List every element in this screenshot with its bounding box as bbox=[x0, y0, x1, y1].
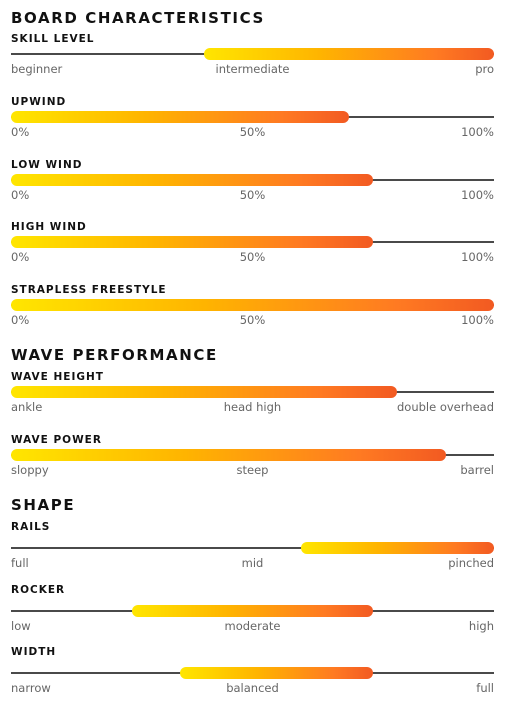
scale-label-mid: mid bbox=[241, 556, 264, 570]
metric-title: WAVE POWER bbox=[11, 434, 102, 446]
metric-title: STRAPLESS FREESTYLE bbox=[11, 284, 167, 296]
scale-labels: low moderate high bbox=[11, 618, 494, 634]
scale-label-mid: steep bbox=[236, 463, 269, 477]
section-board-characteristics: BOARD CHARACTERISTICS bbox=[11, 9, 494, 27]
scale-label-low: low bbox=[11, 619, 31, 633]
metric-rocker: ROCKER low moderate high bbox=[11, 584, 494, 634]
scale-labels: 0% 50% 100% bbox=[11, 249, 494, 265]
metric-slider bbox=[11, 542, 494, 554]
metric-high-wind: HIGH WIND 0% 50% 100% bbox=[11, 221, 494, 265]
scale-label-high: 100% bbox=[461, 125, 494, 139]
metric-slider bbox=[11, 449, 494, 461]
section-title: WAVE PERFORMANCE bbox=[11, 346, 218, 364]
scale-label-mid: 50% bbox=[239, 313, 266, 327]
metric-slider bbox=[11, 667, 494, 679]
slider-fill bbox=[180, 667, 374, 679]
section-wave-performance: WAVE PERFORMANCE bbox=[11, 346, 494, 364]
scale-label-high: 100% bbox=[461, 313, 494, 327]
scale-labels: sloppy steep barrel bbox=[11, 462, 494, 478]
scale-labels: ankle head high double overhead bbox=[11, 399, 494, 415]
scale-label-low: beginner bbox=[11, 62, 63, 76]
metric-slider bbox=[11, 605, 494, 617]
metric-title: WIDTH bbox=[11, 646, 57, 658]
metric-title: SKILL LEVEL bbox=[11, 33, 95, 45]
slider-fill bbox=[11, 449, 446, 461]
slider-fill bbox=[11, 111, 350, 123]
scale-labels: beginner intermediate pro bbox=[11, 61, 494, 77]
scale-labels: narrow balanced full bbox=[11, 680, 494, 696]
metric-slider bbox=[11, 174, 494, 186]
slider-fill bbox=[131, 605, 374, 617]
metric-width: WIDTH narrow balanced full bbox=[11, 646, 494, 696]
metric-slider bbox=[11, 236, 494, 248]
slider-fill bbox=[11, 174, 374, 186]
metric-slider bbox=[11, 386, 494, 398]
slider-fill bbox=[11, 386, 398, 398]
scale-label-high: full bbox=[476, 681, 494, 695]
scale-labels: 0% 50% 100% bbox=[11, 312, 494, 328]
scale-label-low: sloppy bbox=[11, 463, 49, 477]
metric-rails: RAILS full mid pinched bbox=[11, 521, 494, 571]
slider-fill bbox=[300, 542, 494, 554]
scale-label-mid: intermediate bbox=[215, 62, 290, 76]
metric-title: HIGH WIND bbox=[11, 221, 87, 233]
metric-strapless-freestyle: STRAPLESS FREESTYLE 0% 50% 100% bbox=[11, 284, 494, 328]
metric-skill-level: SKILL LEVEL beginner intermediate pro bbox=[11, 33, 494, 77]
scale-label-high: double overhead bbox=[396, 400, 494, 414]
section-title: SHAPE bbox=[11, 496, 76, 514]
metric-wave-power: WAVE POWER sloppy steep barrel bbox=[11, 434, 494, 478]
scale-label-high: 100% bbox=[461, 250, 494, 264]
scale-label-mid: balanced bbox=[226, 681, 279, 695]
section-title: BOARD CHARACTERISTICS bbox=[11, 9, 265, 27]
metric-slider bbox=[11, 111, 494, 123]
slider-fill bbox=[11, 299, 494, 311]
metric-title: ROCKER bbox=[11, 584, 66, 596]
scale-label-high: pinched bbox=[448, 556, 494, 570]
metric-slider bbox=[11, 48, 494, 60]
metric-upwind: UPWIND 0% 50% 100% bbox=[11, 96, 494, 140]
scale-labels: 0% 50% 100% bbox=[11, 124, 494, 140]
slider-track bbox=[11, 547, 494, 549]
scale-labels: 0% 50% 100% bbox=[11, 187, 494, 203]
metric-title: WAVE HEIGHT bbox=[11, 371, 104, 383]
scale-label-high: high bbox=[468, 619, 494, 633]
slider-fill bbox=[204, 48, 494, 60]
scale-label-mid: 50% bbox=[239, 125, 266, 139]
scale-label-mid: moderate bbox=[224, 619, 281, 633]
metric-title: LOW WIND bbox=[11, 159, 83, 171]
scale-label-low: narrow bbox=[11, 681, 51, 695]
scale-label-low: 0% bbox=[11, 188, 30, 202]
scale-label-low: 0% bbox=[11, 313, 30, 327]
scale-label-low: 0% bbox=[11, 250, 30, 264]
scale-label-mid: head high bbox=[223, 400, 282, 414]
metric-low-wind: LOW WIND 0% 50% 100% bbox=[11, 159, 494, 203]
scale-labels: full mid pinched bbox=[11, 555, 494, 571]
metric-slider bbox=[11, 299, 494, 311]
metric-title: UPWIND bbox=[11, 96, 67, 108]
scale-label-high: 100% bbox=[461, 188, 494, 202]
scale-label-mid: 50% bbox=[239, 188, 266, 202]
section-shape: SHAPE bbox=[11, 496, 494, 514]
scale-label-low: full bbox=[11, 556, 29, 570]
scale-label-high: barrel bbox=[460, 463, 494, 477]
slider-fill bbox=[11, 236, 374, 248]
metric-wave-height: WAVE HEIGHT ankle head high double overh… bbox=[11, 371, 494, 415]
scale-label-low: ankle bbox=[11, 400, 43, 414]
scale-label-mid: 50% bbox=[239, 250, 266, 264]
scale-label-high: pro bbox=[475, 62, 494, 76]
scale-label-low: 0% bbox=[11, 125, 30, 139]
metric-title: RAILS bbox=[11, 521, 51, 533]
